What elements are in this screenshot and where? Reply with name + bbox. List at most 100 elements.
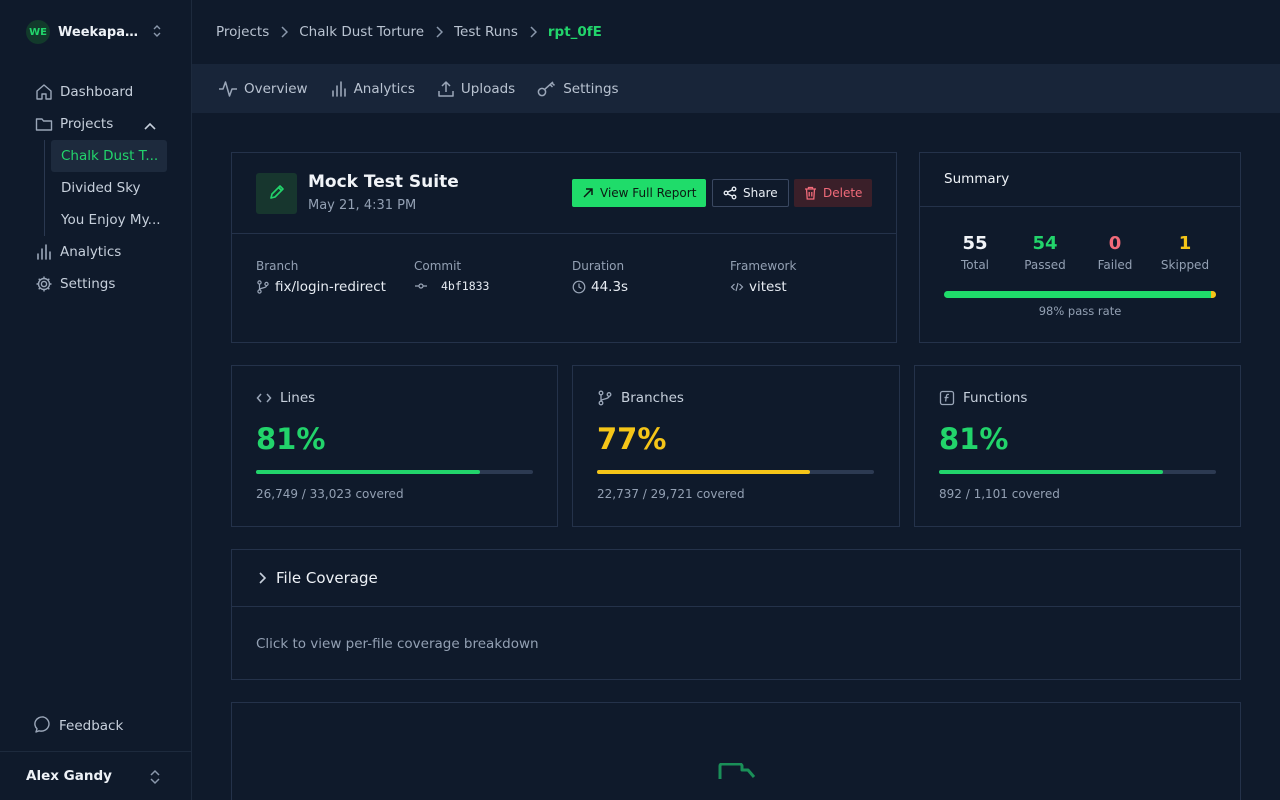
- meta-duration: Duration 44.3s: [572, 259, 722, 295]
- coverage-fill: [597, 470, 811, 474]
- coverage-bar: [939, 470, 1216, 474]
- clock-icon: [572, 280, 586, 294]
- duration-value: 44.3s: [591, 279, 629, 295]
- divider: [920, 206, 1240, 207]
- coverage-card-lines: Lines 81% 26,749 / 33,023 covered: [231, 365, 558, 527]
- chevron-right-icon: [435, 26, 444, 38]
- stat-label: Failed: [1097, 258, 1133, 272]
- file-coverage-hint: Click to view per-file coverage breakdow…: [256, 636, 539, 652]
- coverage-label: Lines: [280, 390, 316, 406]
- button-label: Delete: [823, 186, 863, 200]
- git-commit-icon: [414, 279, 428, 293]
- project-item-divided-sky[interactable]: Divided Sky: [45, 172, 167, 204]
- upload-icon: [437, 80, 455, 98]
- button-label: View Full Report: [600, 186, 697, 200]
- activity-icon: [218, 80, 238, 98]
- view-full-report-button[interactable]: View Full Report: [572, 179, 707, 207]
- trash-icon: [804, 186, 817, 200]
- coverage-percent: 77%: [597, 422, 667, 456]
- truck-icon: [718, 762, 756, 787]
- stat-label: Skipped: [1160, 258, 1210, 272]
- chevron-right-icon: [529, 26, 537, 38]
- workspace-avatar: WE: [26, 20, 50, 44]
- tab-analytics[interactable]: Analytics: [330, 80, 415, 98]
- meta-value: 44.3s: [572, 279, 722, 295]
- summary-title: Summary: [944, 171, 1010, 187]
- nav-item-settings[interactable]: Settings: [34, 268, 174, 300]
- meta-value: 4bf1833: [414, 279, 564, 293]
- nav-item-label: Dashboard: [60, 84, 134, 100]
- code-icon: [256, 391, 272, 405]
- coverage-fill: [256, 470, 481, 474]
- nav-item-label: Analytics: [60, 244, 122, 260]
- coverage-detail: 22,737 / 29,721 covered: [597, 487, 745, 501]
- chevron-right-icon: [258, 569, 267, 588]
- tab-label: Analytics: [353, 80, 415, 97]
- stat-label: Passed: [1024, 258, 1066, 272]
- stat-skipped: 1 Skipped: [1150, 233, 1220, 272]
- arrow-up-right-icon: [582, 187, 594, 199]
- meta-label: Commit: [414, 259, 462, 273]
- summary-card: Summary 55 Total 54 Passed 0 Failed 1 Sk…: [919, 152, 1241, 343]
- delete-button[interactable]: Delete: [794, 179, 873, 207]
- user-menu[interactable]: Alex Gandy: [0, 751, 191, 800]
- git-branch-icon: [597, 390, 613, 406]
- coverage-percent: 81%: [256, 422, 326, 456]
- coverage-detail: 892 / 1,101 covered: [939, 487, 1060, 501]
- function-icon: [939, 390, 955, 406]
- chevron-up-icon[interactable]: [144, 118, 156, 134]
- pass-rate-bar: [944, 291, 1216, 298]
- breadcrumb-project[interactable]: Chalk Dust Torture: [299, 24, 425, 40]
- test-run-card: Mock Test Suite May 21, 4:31 PM View Ful…: [231, 152, 897, 343]
- stat-total: 55 Total: [940, 233, 1010, 272]
- chevron-right-icon: [280, 26, 289, 38]
- tab-label: Overview: [244, 80, 308, 97]
- tab-settings[interactable]: Settings: [537, 80, 619, 98]
- share-button[interactable]: Share: [712, 179, 789, 207]
- coverage-card-functions: Functions 81% 892 / 1,101 covered: [914, 365, 1241, 527]
- stat-failed: 0 Failed: [1080, 233, 1150, 272]
- workspace-switcher[interactable]: WE Weekapaug...: [26, 20, 176, 44]
- project-item-chalk-dust[interactable]: Chalk Dust T...: [51, 140, 167, 172]
- chat-bubble-icon: [34, 715, 53, 738]
- nav-item-label: Projects: [60, 116, 114, 132]
- tab-overview[interactable]: Overview: [218, 80, 308, 98]
- workspace-name: Weekapaug...: [58, 24, 146, 40]
- feedback-label: Feedback: [59, 718, 124, 734]
- tab-bar: Overview Analytics Uploads Settings: [192, 64, 1280, 113]
- git-branch-icon: [256, 280, 270, 294]
- suite-icon-tile: [256, 173, 297, 214]
- breadcrumb-projects[interactable]: Projects: [216, 24, 270, 40]
- coverage-label: Functions: [963, 390, 1028, 406]
- tab-label: Uploads: [460, 80, 516, 97]
- tab-uploads[interactable]: Uploads: [437, 80, 515, 98]
- coverage-header: Lines: [256, 390, 315, 406]
- meta-label: Framework: [730, 259, 797, 273]
- coverage-percent: 81%: [939, 422, 1009, 456]
- gear-icon: [34, 274, 54, 294]
- coverage-header: Branches: [597, 390, 684, 406]
- share-icon: [723, 186, 737, 200]
- nav-item-analytics[interactable]: Analytics: [34, 236, 174, 268]
- coverage-fill: [939, 470, 1164, 474]
- coverage-header: Functions: [939, 390, 1027, 406]
- breadcrumb-test-runs[interactable]: Test Runs: [454, 24, 518, 40]
- meta-label: Branch: [256, 259, 299, 273]
- nav-item-dashboard[interactable]: Dashboard: [34, 76, 174, 108]
- nav-item-projects[interactable]: Projects: [34, 108, 174, 140]
- user-name: Alex Gandy: [26, 768, 112, 784]
- suite-date: May 21, 4:31 PM: [308, 198, 417, 213]
- meta-label: Duration: [572, 259, 625, 273]
- nav-item-label: Settings: [60, 276, 116, 292]
- project-item-label: Chalk Dust T...: [61, 148, 159, 164]
- breadcrumb-current: rpt_0fE: [547, 24, 602, 40]
- stat-value: 1: [1178, 233, 1192, 254]
- file-coverage-toggle[interactable]: File Coverage: [232, 550, 1240, 607]
- button-label: Share: [743, 186, 778, 200]
- framework-value: vitest: [749, 279, 787, 295]
- project-item-you-enjoy[interactable]: You Enjoy My...: [45, 204, 167, 236]
- coverage-label: Branches: [621, 390, 684, 406]
- pass-fill: [944, 291, 1211, 298]
- feedback-button[interactable]: Feedback: [34, 714, 123, 738]
- main-nav: Dashboard Projects Chalk Dust T... Divid…: [34, 76, 174, 300]
